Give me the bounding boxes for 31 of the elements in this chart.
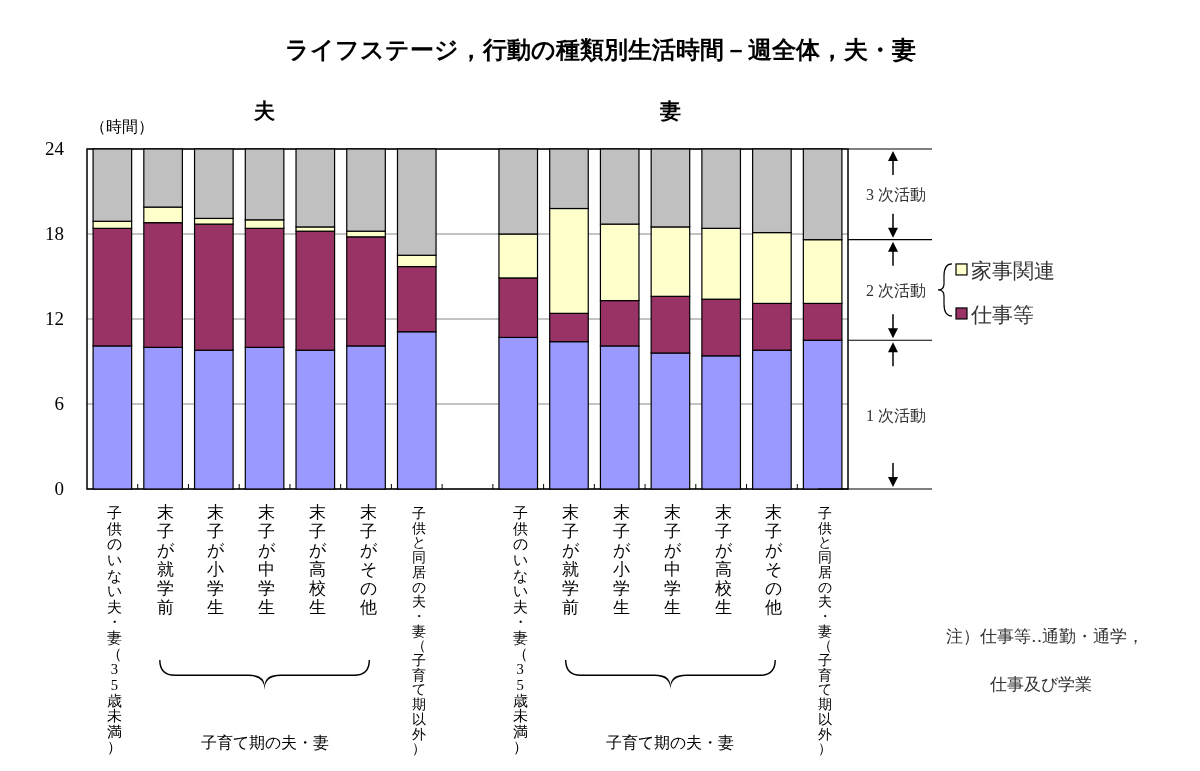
y-tick-label: 24 [45,138,65,159]
x-tick-label: 末子が小学生 [613,503,632,617]
chart-title: ライフステージ，行動の種類別生活時間－週全体，夫・妻 [284,36,916,63]
category-label: 子供のいない夫・妻（35歳未満） [106,505,122,756]
x-tick-label: 末子が高校生 [713,503,733,617]
y-tick-label: 6 [54,393,64,414]
category-label: 子供と同居の夫・妻（子育て期以外） [817,506,832,757]
legend-label: 家事関連 [971,258,1055,283]
series-label: 3 次活動 [866,186,926,204]
x-tick-label: 末子が小学生 [207,503,226,617]
category-label: 子供と同居の夫・妻（子育て期以外） [411,506,426,757]
text: 注）仕事等‥通勤・通学，仕事及び学業 [946,627,1145,694]
text: 子育て期の夫・妻 [200,734,329,751]
text: 妻 [658,99,681,122]
x-tick-label: 末子が中学生 [258,503,277,617]
x-tick-label: 末子が中学生 [663,503,682,617]
x-tick-label: 末子が就学前 [156,503,175,617]
x-tick-label: 末子が就学前 [562,503,581,617]
series-label: 1 次活動 [866,406,926,424]
legend-label: 仕事等 [970,302,1034,327]
y-tick-label: 0 [54,478,64,499]
x-tick-label: 末子がその他 [359,503,378,617]
text: 2 次活動 [866,281,926,299]
text: 夫 [253,99,276,122]
y-tick-label: 18 [45,223,64,244]
x-tick-label: 末子が高校生 [307,503,327,617]
y-axis-title: （時間） [90,118,154,135]
y-tick-label: 12 [45,308,64,329]
category-label: 子供のいない夫・妻（35歳未満） [512,505,528,756]
text: 子育て期の夫・妻 [606,734,735,751]
x-tick-label: 末子がその他 [765,503,784,617]
